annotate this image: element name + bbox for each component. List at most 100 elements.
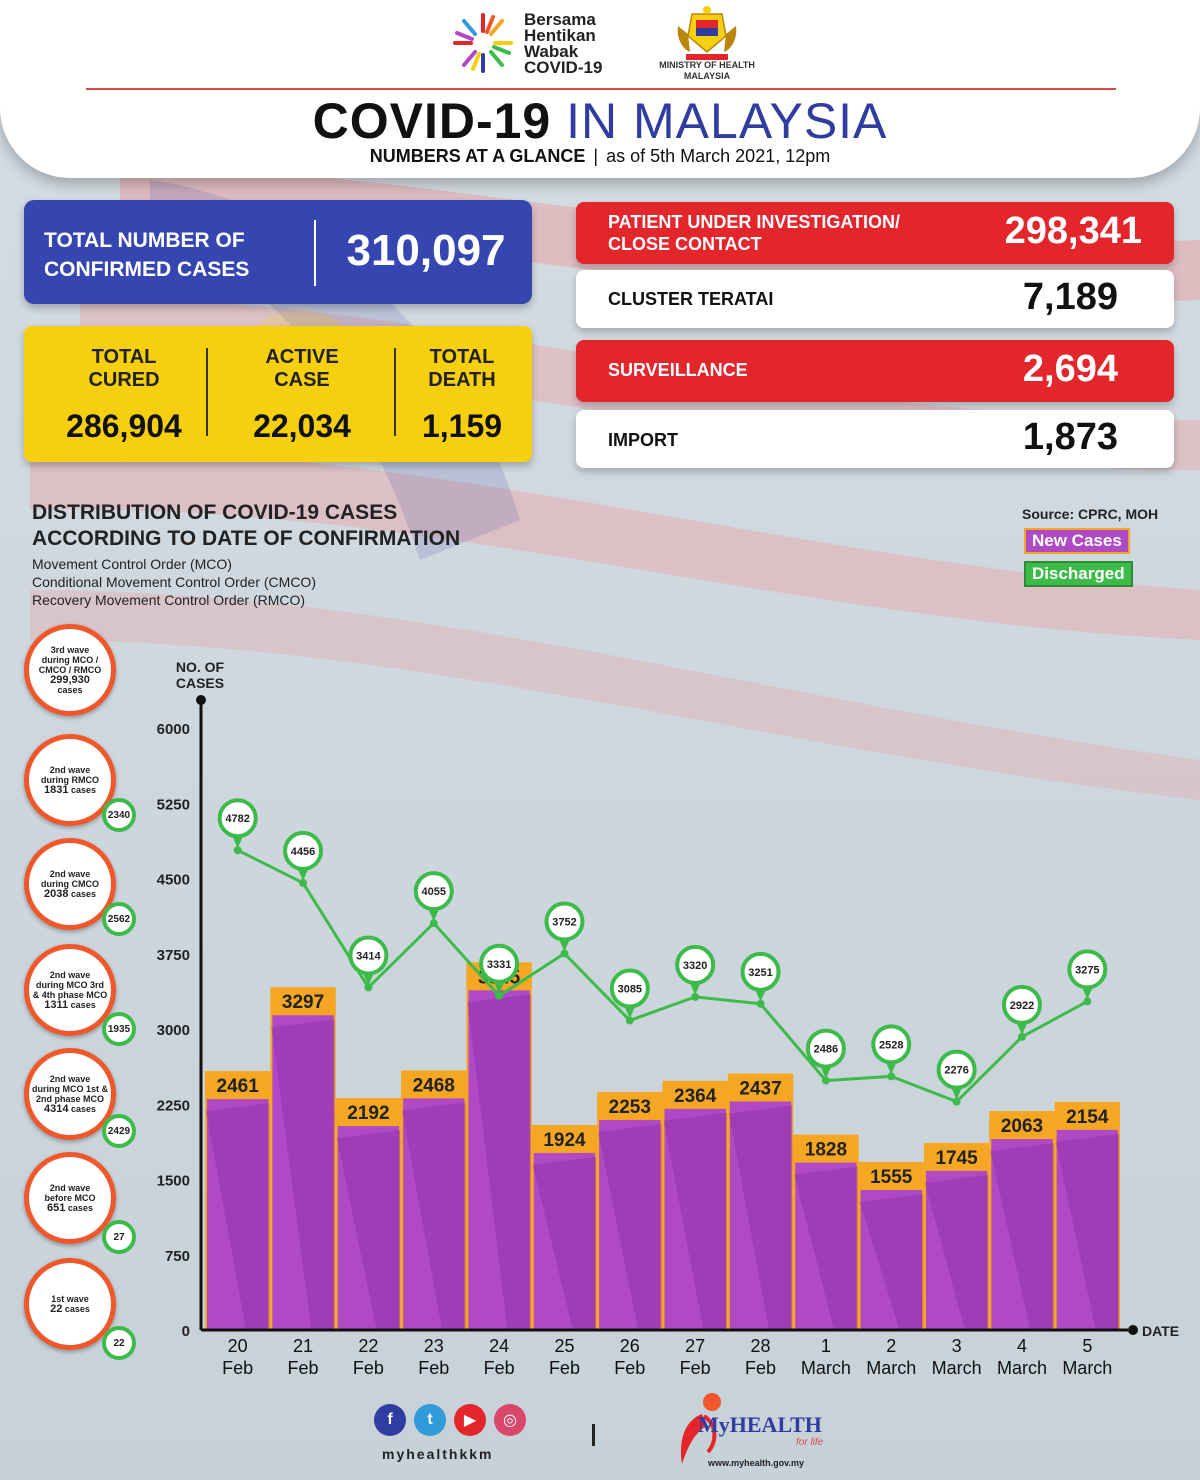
bar-value-tab — [923, 1142, 990, 1171]
discharged-marker — [1001, 984, 1042, 1025]
discharged-point — [233, 846, 242, 855]
chart-notes: Movement Control Order (MCO) Conditional… — [32, 555, 316, 609]
total-death-value: 1,159 — [421, 408, 503, 444]
social-handle[interactable]: myhealthkkm — [382, 1446, 494, 1462]
active-case-value: 22,034 — [253, 408, 351, 444]
x-tick-month: Feb — [549, 1358, 580, 1378]
bar-value-label: 2253 — [609, 1097, 651, 1118]
discharged-marker — [740, 951, 781, 992]
instagram-icon[interactable]: ◎ — [494, 1404, 526, 1436]
discharged-line — [237, 848, 1089, 1104]
y-tick-label: 0 — [182, 1323, 190, 1340]
divider — [394, 348, 396, 436]
bar-value-label: 2461 — [217, 1076, 260, 1097]
discharged-value-label: 3414 — [356, 950, 381, 962]
x-tick-month: March — [866, 1358, 916, 1378]
discharged-value-label: 3331 — [487, 959, 511, 971]
discharged-value-label: 2486 — [814, 1044, 838, 1056]
wave-2nd-before-mco: 2nd wave before MCO 651 cases — [24, 1152, 116, 1244]
bar-shade — [794, 1166, 858, 1330]
cases-chart: 0 750 1500 2250 3000 3750 4500 5250 6000 2461 3297… — [157, 659, 1179, 1378]
discharged-point — [1017, 1032, 1026, 1041]
discharged-value-label: 3251 — [748, 967, 772, 979]
bar-new-cases — [335, 1109, 402, 1331]
bar-value-label: 2468 — [413, 1075, 455, 1096]
discharged-value-label: 3320 — [683, 960, 707, 972]
x-tick-month: Feb — [680, 1358, 711, 1378]
wave-2nd-rmco: 2nd wave during RMCO 1831 cases — [24, 734, 116, 826]
header: Bersama Hentikan Wabak COVID-19 MINISTRY… — [0, 0, 1200, 178]
bar-value-tab — [793, 1134, 859, 1163]
bar-value-label: 1745 — [935, 1148, 978, 1169]
myhealth-url[interactable]: www.myhealth.gov.my — [708, 1458, 805, 1468]
y-tick-label: 3750 — [157, 947, 190, 964]
discharged-marker — [217, 798, 258, 839]
footer-divider — [592, 1424, 595, 1446]
x-tick-month: Feb — [222, 1358, 253, 1378]
bar-value-tab — [1054, 1101, 1120, 1130]
bar-shade — [206, 1103, 270, 1330]
x-tick-day: 24 — [489, 1336, 509, 1356]
bar-shade — [336, 1130, 401, 1330]
bar-shade — [467, 994, 531, 1330]
active-case-label: ACTIVE CASE — [265, 346, 339, 391]
discharged-point — [364, 983, 373, 992]
campaign-sunburst-logo — [453, 13, 513, 73]
page-subtitle: NUMBERS AT A GLANCE | as of 5th March 2021… — [369, 146, 831, 166]
total-confirmed-label: TOTAL NUMBER OF CONFIRMED CASES — [44, 229, 250, 281]
x-tick-month: March — [1062, 1358, 1112, 1378]
stat-row-import: IMPORT 1,873 — [576, 410, 1174, 468]
total-confirmed-card: TOTAL NUMBER OF CONFIRMED CASES 310,097 — [24, 200, 532, 304]
stat-row-surveillance: SURVEILLANCE 2,694 — [576, 340, 1174, 402]
total-cured-label: TOTAL CURED — [88, 346, 160, 391]
wave-badge: 2340 — [102, 798, 136, 832]
total-confirmed-value: 310,097 — [346, 226, 506, 275]
x-tick-day: 28 — [751, 1336, 771, 1356]
total-cured-value: 286,904 — [66, 408, 182, 444]
bar-shade — [859, 1193, 923, 1330]
y-axis-label-line1: NO. OF — [176, 659, 225, 675]
discharged-marker — [609, 968, 650, 1009]
chart-title: DISTRIBUTION OF COVID-19 CASES ACCORDING… — [32, 501, 461, 550]
facebook-icon[interactable]: f — [374, 1404, 406, 1436]
wave-2nd-mco-1st-2nd: 2nd wave during MCO 1st & 2nd phase MCO 43… — [24, 1048, 116, 1140]
bar-shade — [532, 1156, 597, 1330]
bar-value-tab — [270, 987, 336, 1016]
discharged-point — [429, 919, 438, 928]
discharged-value-label: 4055 — [422, 886, 446, 898]
y-tick-label: 2250 — [157, 1097, 190, 1114]
legend-discharged: Discharged — [1024, 561, 1133, 587]
discharged-point — [495, 991, 504, 1000]
discharged-point — [952, 1097, 961, 1106]
discharged-marker — [675, 944, 716, 985]
bar-value-tab — [401, 1070, 467, 1099]
x-tick-month: Feb — [418, 1358, 449, 1378]
youtube-icon[interactable]: ▶ — [454, 1404, 486, 1436]
malaysia-crest-icon — [677, 6, 737, 60]
twitter-icon[interactable]: t — [414, 1404, 446, 1436]
discharged-marker — [544, 901, 585, 942]
stat-label: IMPORT — [608, 430, 678, 450]
x-tick-day: 27 — [685, 1336, 705, 1356]
bar-value-tab — [989, 1111, 1055, 1140]
stat-value: 7,189 — [1022, 276, 1118, 318]
discharged-marker — [871, 1024, 912, 1065]
bar-new-cases — [466, 973, 532, 1331]
y-tick-label: 3000 — [157, 1022, 190, 1039]
myhealth-tagline: for life — [796, 1437, 824, 1448]
y-tick-label: 4500 — [157, 872, 190, 889]
bar-value-label: 1924 — [543, 1130, 586, 1151]
bar-value-tab — [727, 1073, 794, 1102]
discharged-marker — [1067, 949, 1108, 990]
myhealth-figure-icon — [680, 1393, 721, 1464]
wave-badge: 2429 — [102, 1114, 136, 1148]
stat-value: 1,873 — [1022, 416, 1118, 458]
bar-value-label: 3297 — [282, 992, 324, 1013]
discharged-value-label: 2922 — [1010, 1000, 1034, 1012]
discharged-value-label: 2528 — [879, 1039, 903, 1051]
y-tick-label: 1500 — [157, 1173, 190, 1190]
discharged-marker — [348, 935, 389, 976]
discharged-marker — [936, 1049, 977, 1090]
bar-value-label: 2437 — [739, 1078, 781, 1099]
total-death: TOTAL DEATH 1,159 — [404, 346, 520, 445]
